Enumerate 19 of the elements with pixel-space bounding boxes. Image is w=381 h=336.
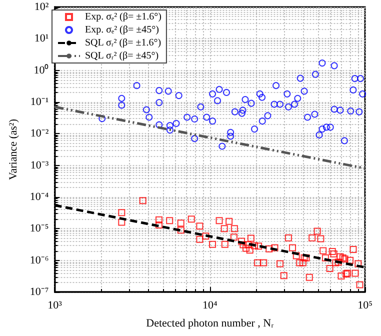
y-tick-label: 10⁻³ — [30, 159, 50, 172]
x-tick-label: 10⁵ — [358, 300, 373, 312]
legend-label: Exp. σₑ² (β= ±1.6°) — [85, 12, 162, 22]
legend-label: Exp. σₑ² (β= ±45°) — [85, 24, 159, 36]
legend-label: SQL σᵣ² (β= ±45°) — [85, 50, 159, 62]
y-tick-label: 10⁻¹ — [30, 96, 49, 108]
x-tick-label: 10⁴ — [202, 300, 218, 312]
legend-label: SQL σᵣ² (β= ±1.6°) — [85, 38, 162, 48]
y-tick-label: 10² — [34, 1, 50, 13]
y-tick-label: 10⁻⁴ — [30, 191, 49, 203]
x-tick-label: 10³ — [48, 300, 63, 312]
y-axis-title: Variance (as²) — [8, 118, 20, 180]
y-tick-label: 10⁻⁵ — [30, 222, 49, 235]
y-tick-label: 10⁻² — [30, 128, 50, 140]
y-tick-label: 10⁻⁶ — [30, 254, 49, 266]
y-tick-label: 10⁻⁷ — [30, 286, 49, 298]
y-tick-label: 10⁰ — [34, 63, 49, 76]
y-tick-label: 10¹ — [34, 32, 49, 45]
x-axis-title: Detected photon number , Nᵣ — [146, 318, 274, 330]
